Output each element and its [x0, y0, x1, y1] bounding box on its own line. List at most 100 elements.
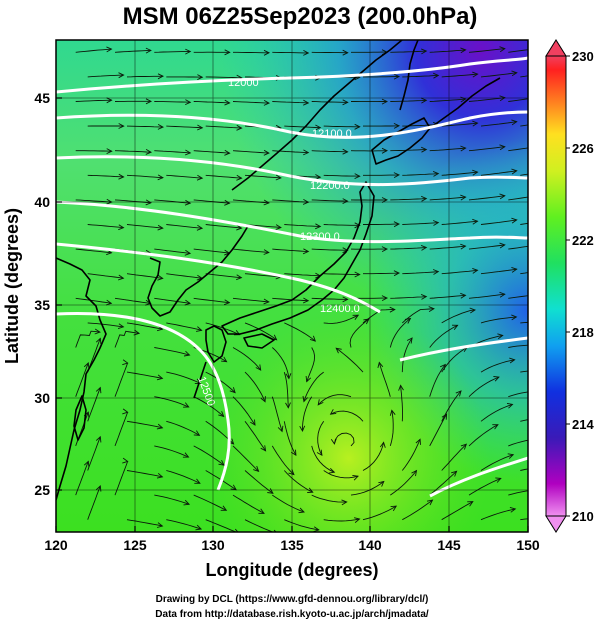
streamline — [166, 470, 201, 484]
streamline-arrowhead — [106, 97, 113, 104]
streamline-arrowhead — [236, 274, 243, 281]
streamline — [468, 48, 505, 53]
streamline — [480, 219, 517, 225]
streamline-arrowhead — [263, 249, 270, 255]
x-tick-label: 150 — [516, 537, 540, 553]
streamline — [402, 499, 433, 521]
streamline — [114, 150, 152, 153]
streamline-arrowhead — [539, 95, 544, 100]
streamline-arrowhead — [299, 425, 306, 433]
streamline — [154, 51, 191, 53]
streamline — [87, 485, 101, 520]
streamline-arrowhead — [122, 408, 129, 415]
streamline-arrowhead — [83, 362, 90, 369]
streamline — [205, 273, 242, 279]
contour-12200 — [56, 155, 528, 187]
streamline-arrowhead — [236, 224, 243, 231]
streamline — [389, 318, 411, 348]
streamline-arrowhead — [224, 149, 231, 156]
streamline — [508, 245, 528, 250]
streamline-arrowhead — [472, 218, 479, 225]
streamline — [508, 439, 528, 447]
y-tick-label: 35 — [34, 297, 50, 313]
streamline-arrowhead — [460, 243, 467, 250]
streamline — [468, 376, 500, 398]
streamline-arrowhead — [118, 72, 125, 79]
streamline-arrowhead — [229, 387, 236, 394]
streamline — [205, 76, 242, 79]
streamline-arrowhead — [156, 472, 164, 479]
streamline-arrowhead — [196, 174, 204, 181]
streamline — [429, 49, 466, 53]
streamline — [520, 419, 528, 422]
streamline — [87, 224, 124, 229]
x-tick-label: 145 — [437, 537, 461, 553]
streamline-arrowhead — [133, 329, 141, 336]
streamline-arrowhead — [381, 147, 389, 154]
streamline — [154, 199, 191, 204]
streamline — [441, 171, 478, 176]
y-tick-label: 25 — [34, 482, 50, 498]
streamline — [284, 273, 321, 277]
streamline — [272, 297, 309, 302]
streamline — [362, 442, 385, 471]
streamline — [193, 150, 230, 154]
streamline — [87, 273, 124, 279]
colorbar-scale — [545, 55, 567, 517]
colorbar-tick-label: 218 — [572, 325, 594, 340]
streamline — [468, 146, 505, 152]
x-tick-label: 135 — [280, 537, 304, 553]
streamline — [283, 470, 313, 493]
streamline-arrowhead — [263, 100, 271, 106]
figure-title: MSM 06Z25Sep2023 (200.0hPa) — [123, 3, 478, 30]
streamline-arrowhead — [106, 148, 113, 155]
streamline — [508, 391, 528, 398]
streamline — [429, 245, 466, 250]
streamline — [205, 224, 242, 229]
streamline-arrowhead — [420, 293, 428, 300]
streamline — [75, 150, 112, 152]
streamline-arrowhead — [511, 168, 518, 175]
streamline-arrowhead — [352, 475, 359, 481]
streamline-arrowhead — [236, 174, 243, 181]
streamline — [520, 124, 528, 127]
streamline-arrowhead — [499, 291, 506, 298]
streamline-arrowhead — [497, 333, 504, 340]
streamline-arrowhead — [194, 478, 201, 484]
streamline — [429, 364, 446, 397]
streamline-arrowhead — [183, 499, 191, 506]
streamline-arrowhead — [393, 122, 401, 129]
streamline-arrowhead — [302, 248, 310, 255]
streamline-arrowhead — [354, 222, 361, 229]
streamline — [272, 248, 309, 252]
streamline-arrowhead — [182, 452, 190, 458]
contour-12500 — [56, 311, 231, 491]
y-tick-label: 30 — [34, 390, 50, 406]
streamline — [87, 74, 124, 78]
streamline — [508, 295, 528, 299]
y-tick-label: 45 — [34, 90, 50, 106]
streamline-arrowhead — [95, 386, 102, 394]
streamline — [114, 461, 129, 496]
streamline — [520, 321, 528, 324]
streamline — [75, 248, 112, 254]
streamline-arrowhead — [507, 453, 515, 459]
streamline-arrowhead — [415, 438, 421, 445]
streamline — [232, 150, 269, 154]
streamline — [283, 371, 289, 408]
streamline-arrowhead — [393, 221, 401, 228]
streamline — [302, 396, 313, 431]
streamline — [114, 49, 151, 53]
streamline-arrowhead — [352, 314, 360, 320]
streamline — [311, 101, 348, 103]
contour-label-12000: 12000 — [228, 77, 259, 89]
streamline — [335, 347, 364, 373]
streamline-arrowhead — [460, 145, 467, 152]
streamline-arrowhead — [511, 119, 518, 126]
streamline — [401, 439, 421, 471]
streamline — [311, 150, 348, 153]
streamline-arrowhead — [305, 375, 312, 383]
streamline — [362, 505, 397, 521]
streamline — [520, 518, 528, 521]
x-tick-label: 125 — [123, 537, 147, 553]
